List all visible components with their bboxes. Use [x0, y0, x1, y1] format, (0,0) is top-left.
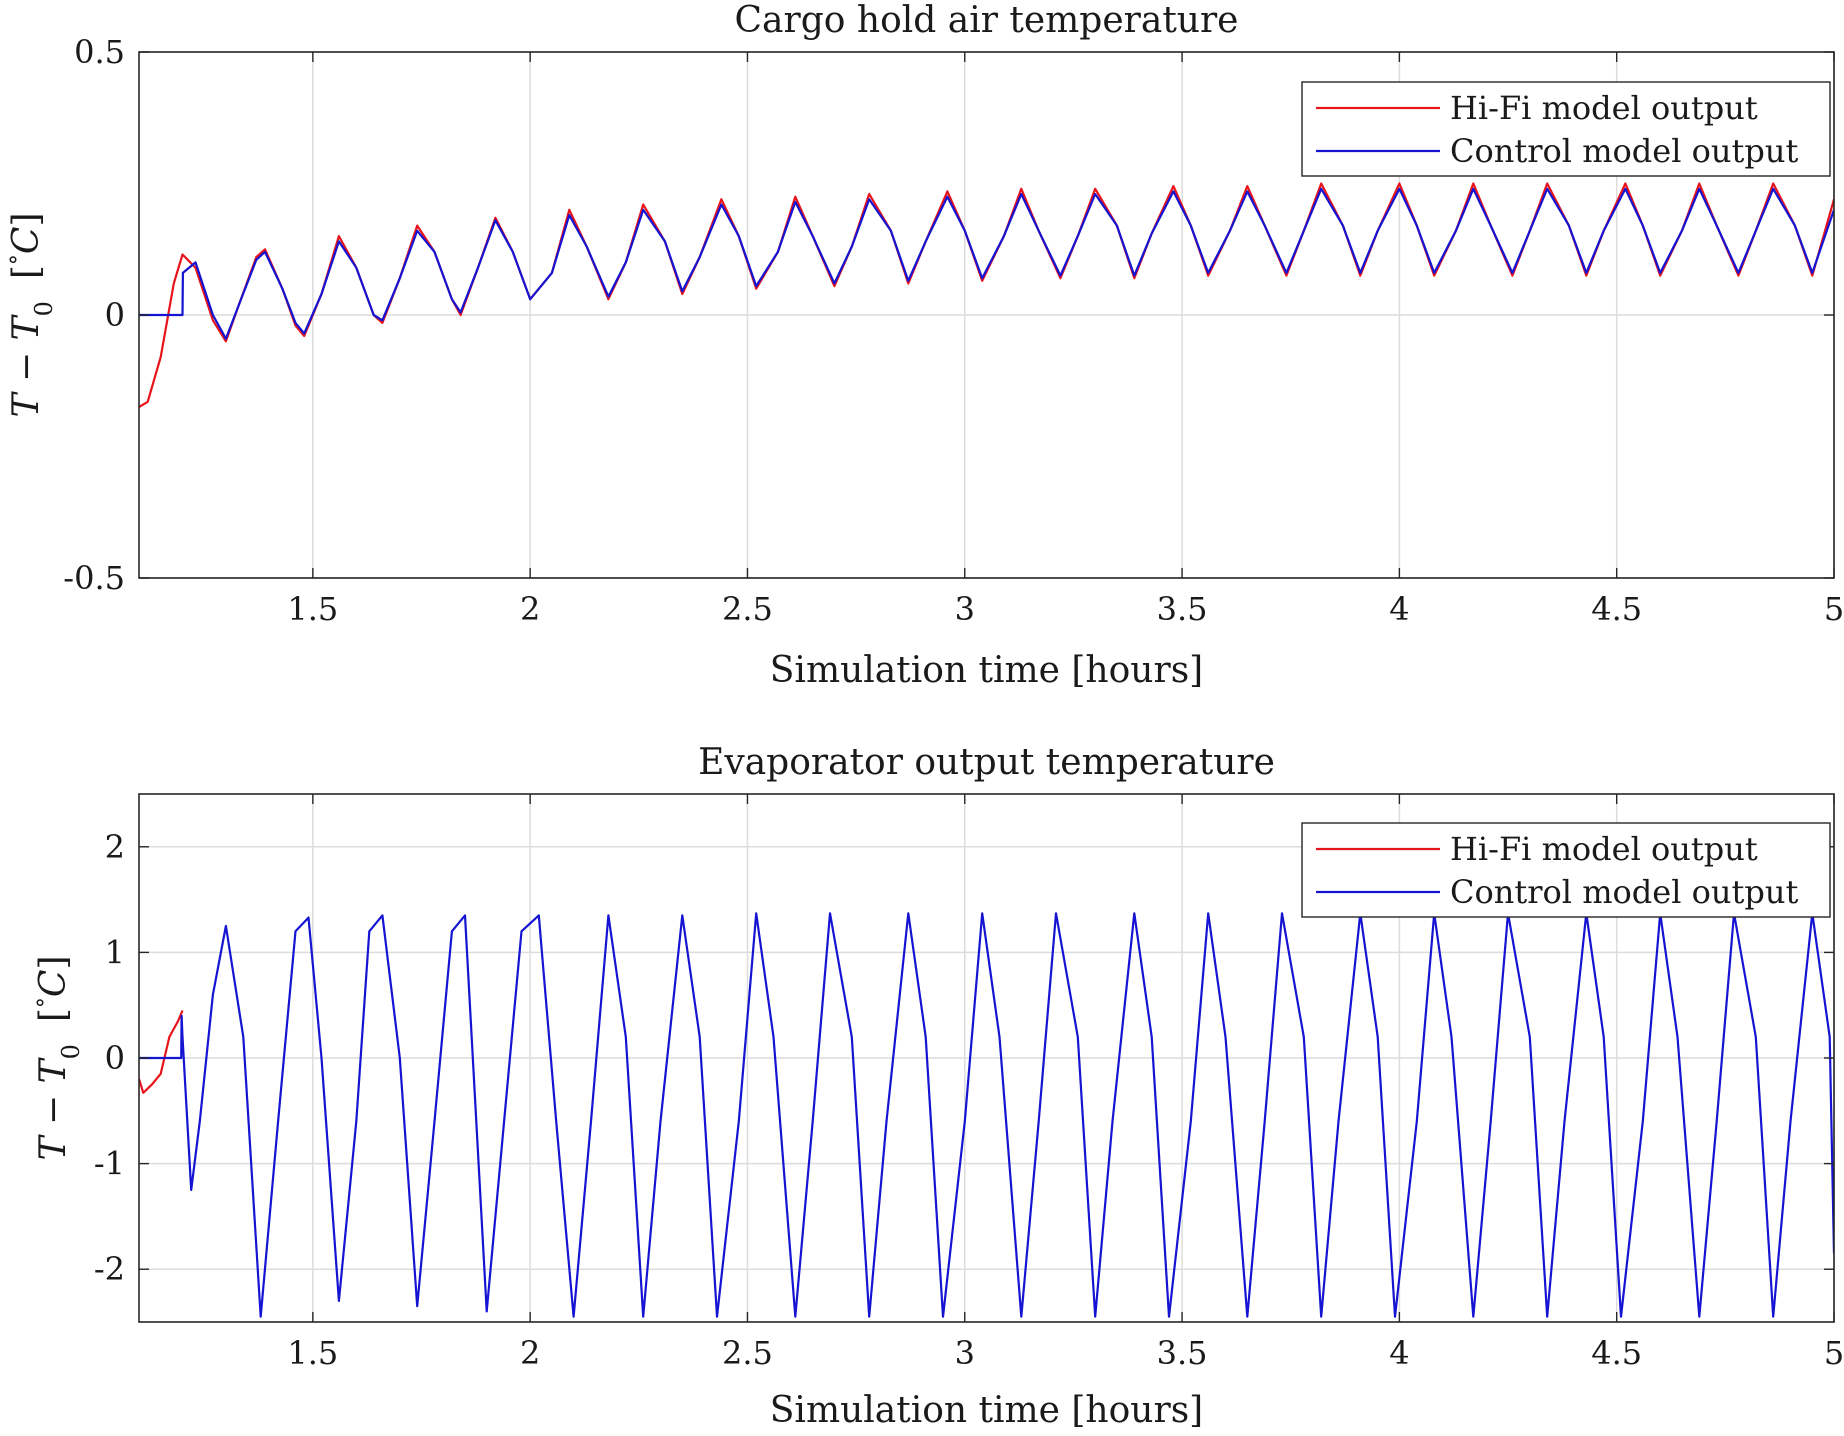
legend: Hi-Fi model output Control model output — [1301, 81, 1831, 177]
x-tick-label: 2 — [520, 1334, 540, 1372]
x-tick-label: 5 — [1824, 590, 1844, 628]
x-tick-label: 4 — [1389, 1334, 1409, 1372]
y-axis-label-main: T − T — [33, 1056, 74, 1160]
y-axis-label: T − T0 [°C] — [33, 956, 85, 1161]
series-line-hifi — [139, 1010, 184, 1094]
x-tick-label: 1.5 — [287, 1334, 338, 1372]
series-group — [139, 182, 1834, 408]
chart-title: Cargo hold air temperature — [735, 0, 1239, 41]
y-axis-label-unit-close: ] — [6, 213, 47, 227]
y-tick-label: -2 — [94, 1250, 125, 1288]
y-tick-label: -0.5 — [63, 559, 125, 597]
legend-label-hifi: Hi-Fi model output — [1450, 89, 1758, 127]
legend-label-hifi: Hi-Fi model output — [1450, 830, 1758, 868]
x-tick-label: 3.5 — [1157, 1334, 1208, 1372]
x-tick-label: 4.5 — [1591, 1334, 1642, 1372]
y-axis-label-unit-open: [ — [6, 265, 47, 279]
y-tick-label: 0.5 — [74, 33, 125, 71]
x-tick-label: 2.5 — [722, 590, 773, 628]
x-tick-label: 3 — [955, 1334, 975, 1372]
series-line-control — [139, 187, 1834, 340]
y-tick-label: 1 — [105, 933, 125, 971]
series-line-control — [139, 912, 1834, 1318]
legend-label-control: Control model output — [1450, 873, 1798, 911]
y-axis-label-deg: ° — [7, 254, 32, 265]
x-tick-label: 2 — [520, 590, 540, 628]
y-axis-label-sub: 0 — [30, 301, 58, 316]
y-tick-label: -1 — [94, 1145, 125, 1183]
y-axis-label: T − T0 [°C] — [6, 213, 58, 418]
legend: Hi-Fi model output Control model output — [1301, 822, 1831, 918]
x-axis-label: Simulation time [hours] — [770, 1390, 1203, 1431]
x-tick-label: 2.5 — [722, 1334, 773, 1372]
x-tick-label: 3 — [955, 590, 975, 628]
x-axis-label: Simulation time [hours] — [770, 650, 1203, 691]
x-tick-label: 4 — [1389, 590, 1409, 628]
x-tick-label: 3.5 — [1157, 590, 1208, 628]
y-tick-label: 0 — [105, 1039, 125, 1077]
x-tick-label: 5 — [1824, 1334, 1844, 1372]
y-axis-label-unit: C — [6, 227, 47, 255]
evaporator-panel: 1.5 2 2.5 3 3.5 4 4.5 5 -2 -1 0 1 2 Evaporator output… — [33, 742, 1844, 1431]
chart-title: Evaporator output temperature — [698, 742, 1275, 783]
y-tick-label: 2 — [105, 828, 125, 866]
y-axis-label-unit-close: ] — [33, 956, 74, 970]
x-tick-label: 1.5 — [287, 590, 338, 628]
y-tick-label: 0 — [105, 296, 125, 334]
y-axis-label-sub: 0 — [57, 1044, 85, 1059]
x-tick-label: 4.5 — [1591, 590, 1642, 628]
legend-label-control: Control model output — [1450, 132, 1798, 170]
y-axis-label-unit: C — [33, 970, 74, 998]
legend-box — [1301, 822, 1831, 918]
cargo-hold-panel: 1.5 2 2.5 3 3.5 4 4.5 5 -0.5 0 0.5 Cargo hold air t… — [6, 0, 1844, 691]
series-group — [139, 912, 1834, 1318]
y-axis-label-main: T − T — [6, 313, 47, 417]
y-axis-label-unit-open: [ — [33, 1008, 74, 1022]
legend-box — [1301, 81, 1831, 177]
y-axis-label-deg: ° — [34, 997, 59, 1008]
